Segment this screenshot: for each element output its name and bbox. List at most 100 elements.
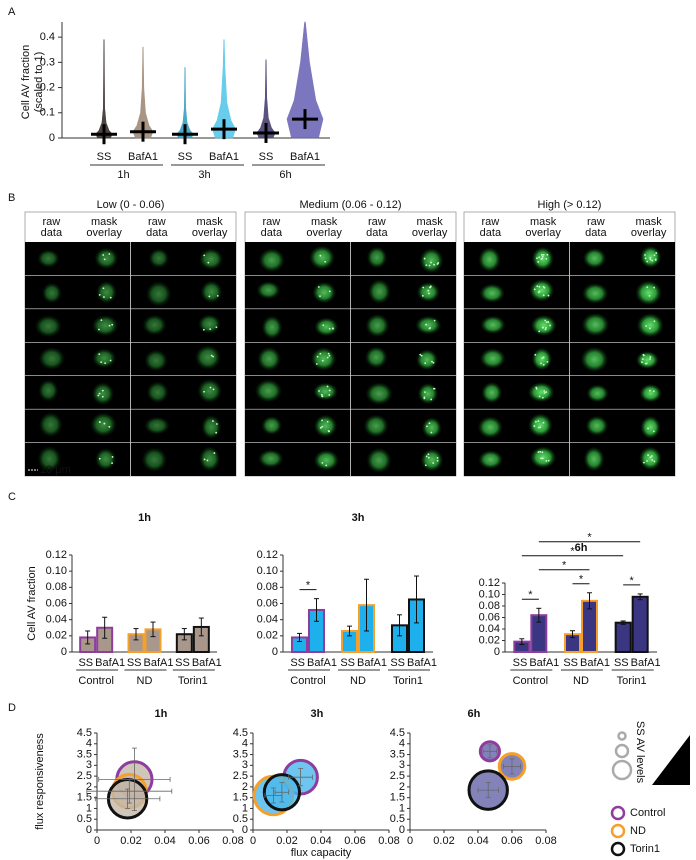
x-tick-label: SS	[178, 151, 193, 163]
puncta	[543, 390, 546, 392]
x-tick-label: BafA1	[307, 657, 337, 669]
puncta	[541, 457, 544, 460]
puncta	[644, 254, 646, 256]
column-label: overlay	[525, 227, 561, 239]
puncta	[212, 355, 214, 358]
cell	[639, 383, 663, 403]
x-tick-label: 0.02	[276, 835, 297, 847]
puncta	[547, 294, 550, 297]
puncta	[537, 291, 540, 294]
puncta	[433, 263, 436, 266]
y-tick-label: 0.02	[46, 630, 67, 642]
column-label: overlay	[86, 227, 122, 239]
size-legend-wedge	[652, 735, 690, 785]
y-tick-label: 2.5	[233, 770, 248, 782]
x-tick-label: SS	[614, 657, 629, 669]
cell	[201, 414, 222, 440]
cell	[585, 415, 609, 436]
column-label: mask	[196, 216, 223, 228]
puncta	[209, 328, 212, 330]
cell	[639, 446, 662, 471]
puncta	[325, 464, 328, 467]
puncta	[643, 461, 645, 464]
puncta	[653, 254, 656, 257]
cell	[479, 283, 505, 303]
y-tick-label: 0.4	[40, 31, 55, 43]
y-tick-label: 0.02	[257, 630, 278, 642]
puncta	[538, 330, 541, 333]
puncta	[100, 361, 103, 364]
puncta	[651, 259, 654, 262]
puncta	[543, 392, 546, 394]
cell	[141, 447, 168, 473]
column-label: overlay	[631, 227, 667, 239]
x-tick-label: SS	[78, 657, 93, 669]
puncta	[641, 358, 644, 361]
y-tick-label: 3.5	[77, 748, 92, 760]
y-tick-label: 3	[399, 759, 405, 771]
puncta	[427, 289, 430, 292]
puncta	[644, 257, 647, 260]
x-tick-label: 0.04	[310, 835, 331, 847]
puncta	[651, 459, 654, 461]
panel-label: A	[8, 6, 16, 18]
cell	[363, 414, 389, 438]
cell	[478, 450, 504, 470]
cell	[420, 448, 444, 472]
column-label: data	[585, 227, 607, 239]
x-tick-label: 0.06	[501, 835, 522, 847]
puncta	[319, 426, 322, 429]
puncta	[652, 390, 655, 393]
puncta	[533, 425, 536, 427]
x-tick-label: 0.04	[467, 835, 488, 847]
puncta	[649, 258, 652, 261]
significance-label: *	[570, 546, 575, 558]
puncta	[203, 254, 206, 257]
x-tick-label: BafA1	[357, 657, 387, 669]
legend-label: Torin1	[630, 843, 660, 855]
cell	[640, 415, 661, 440]
puncta	[326, 420, 329, 423]
significance-label: *	[587, 532, 592, 544]
puncta	[651, 455, 653, 457]
size-legend-marker	[614, 743, 630, 759]
chart-title: 3h	[310, 708, 323, 720]
violin	[286, 21, 324, 139]
x-tick-label: BafA1	[580, 657, 610, 669]
puncta	[103, 422, 106, 425]
cell	[581, 283, 609, 304]
cell	[261, 315, 283, 340]
puncta	[328, 327, 331, 330]
puncta	[541, 396, 544, 399]
legend-label: Control	[630, 807, 665, 819]
puncta	[541, 357, 544, 360]
cell	[197, 314, 221, 334]
puncta	[328, 290, 331, 293]
puncta	[648, 294, 651, 297]
puncta	[542, 421, 545, 424]
puncta	[427, 456, 430, 459]
x-tick-label: SS	[340, 657, 355, 669]
y-tick-label: 0.10	[479, 588, 500, 600]
y-tick-label: 1	[399, 802, 405, 814]
puncta	[537, 261, 540, 263]
puncta	[540, 258, 543, 260]
cell	[586, 384, 609, 403]
puncta	[327, 430, 330, 432]
column-label: raw	[587, 216, 605, 228]
y-tick-label: 0.04	[479, 623, 500, 635]
puncta	[540, 253, 543, 256]
puncta	[646, 460, 648, 462]
y-tick-label: 0.12	[46, 549, 67, 561]
group-title: Low (0 - 0.06)	[97, 199, 165, 211]
cell	[478, 247, 501, 273]
cell	[258, 248, 285, 273]
y-tick-label: 4	[399, 738, 405, 750]
y-tick-label: 0.1	[40, 107, 55, 119]
puncta	[424, 391, 426, 394]
legend-marker	[610, 823, 626, 839]
y-tick-label: 1.5	[77, 792, 92, 804]
puncta	[208, 295, 211, 298]
y-tick-label: 0	[86, 824, 92, 836]
y-tick-label: 0.02	[479, 634, 500, 646]
